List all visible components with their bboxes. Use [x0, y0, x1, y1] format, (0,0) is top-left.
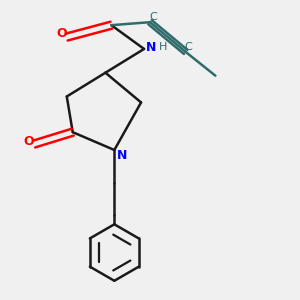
Text: H: H — [159, 43, 168, 52]
Text: N: N — [117, 149, 127, 162]
Text: C: C — [185, 42, 193, 52]
Text: O: O — [23, 135, 34, 148]
Text: O: O — [56, 27, 67, 40]
Text: N: N — [146, 41, 156, 54]
Text: C: C — [149, 12, 157, 22]
